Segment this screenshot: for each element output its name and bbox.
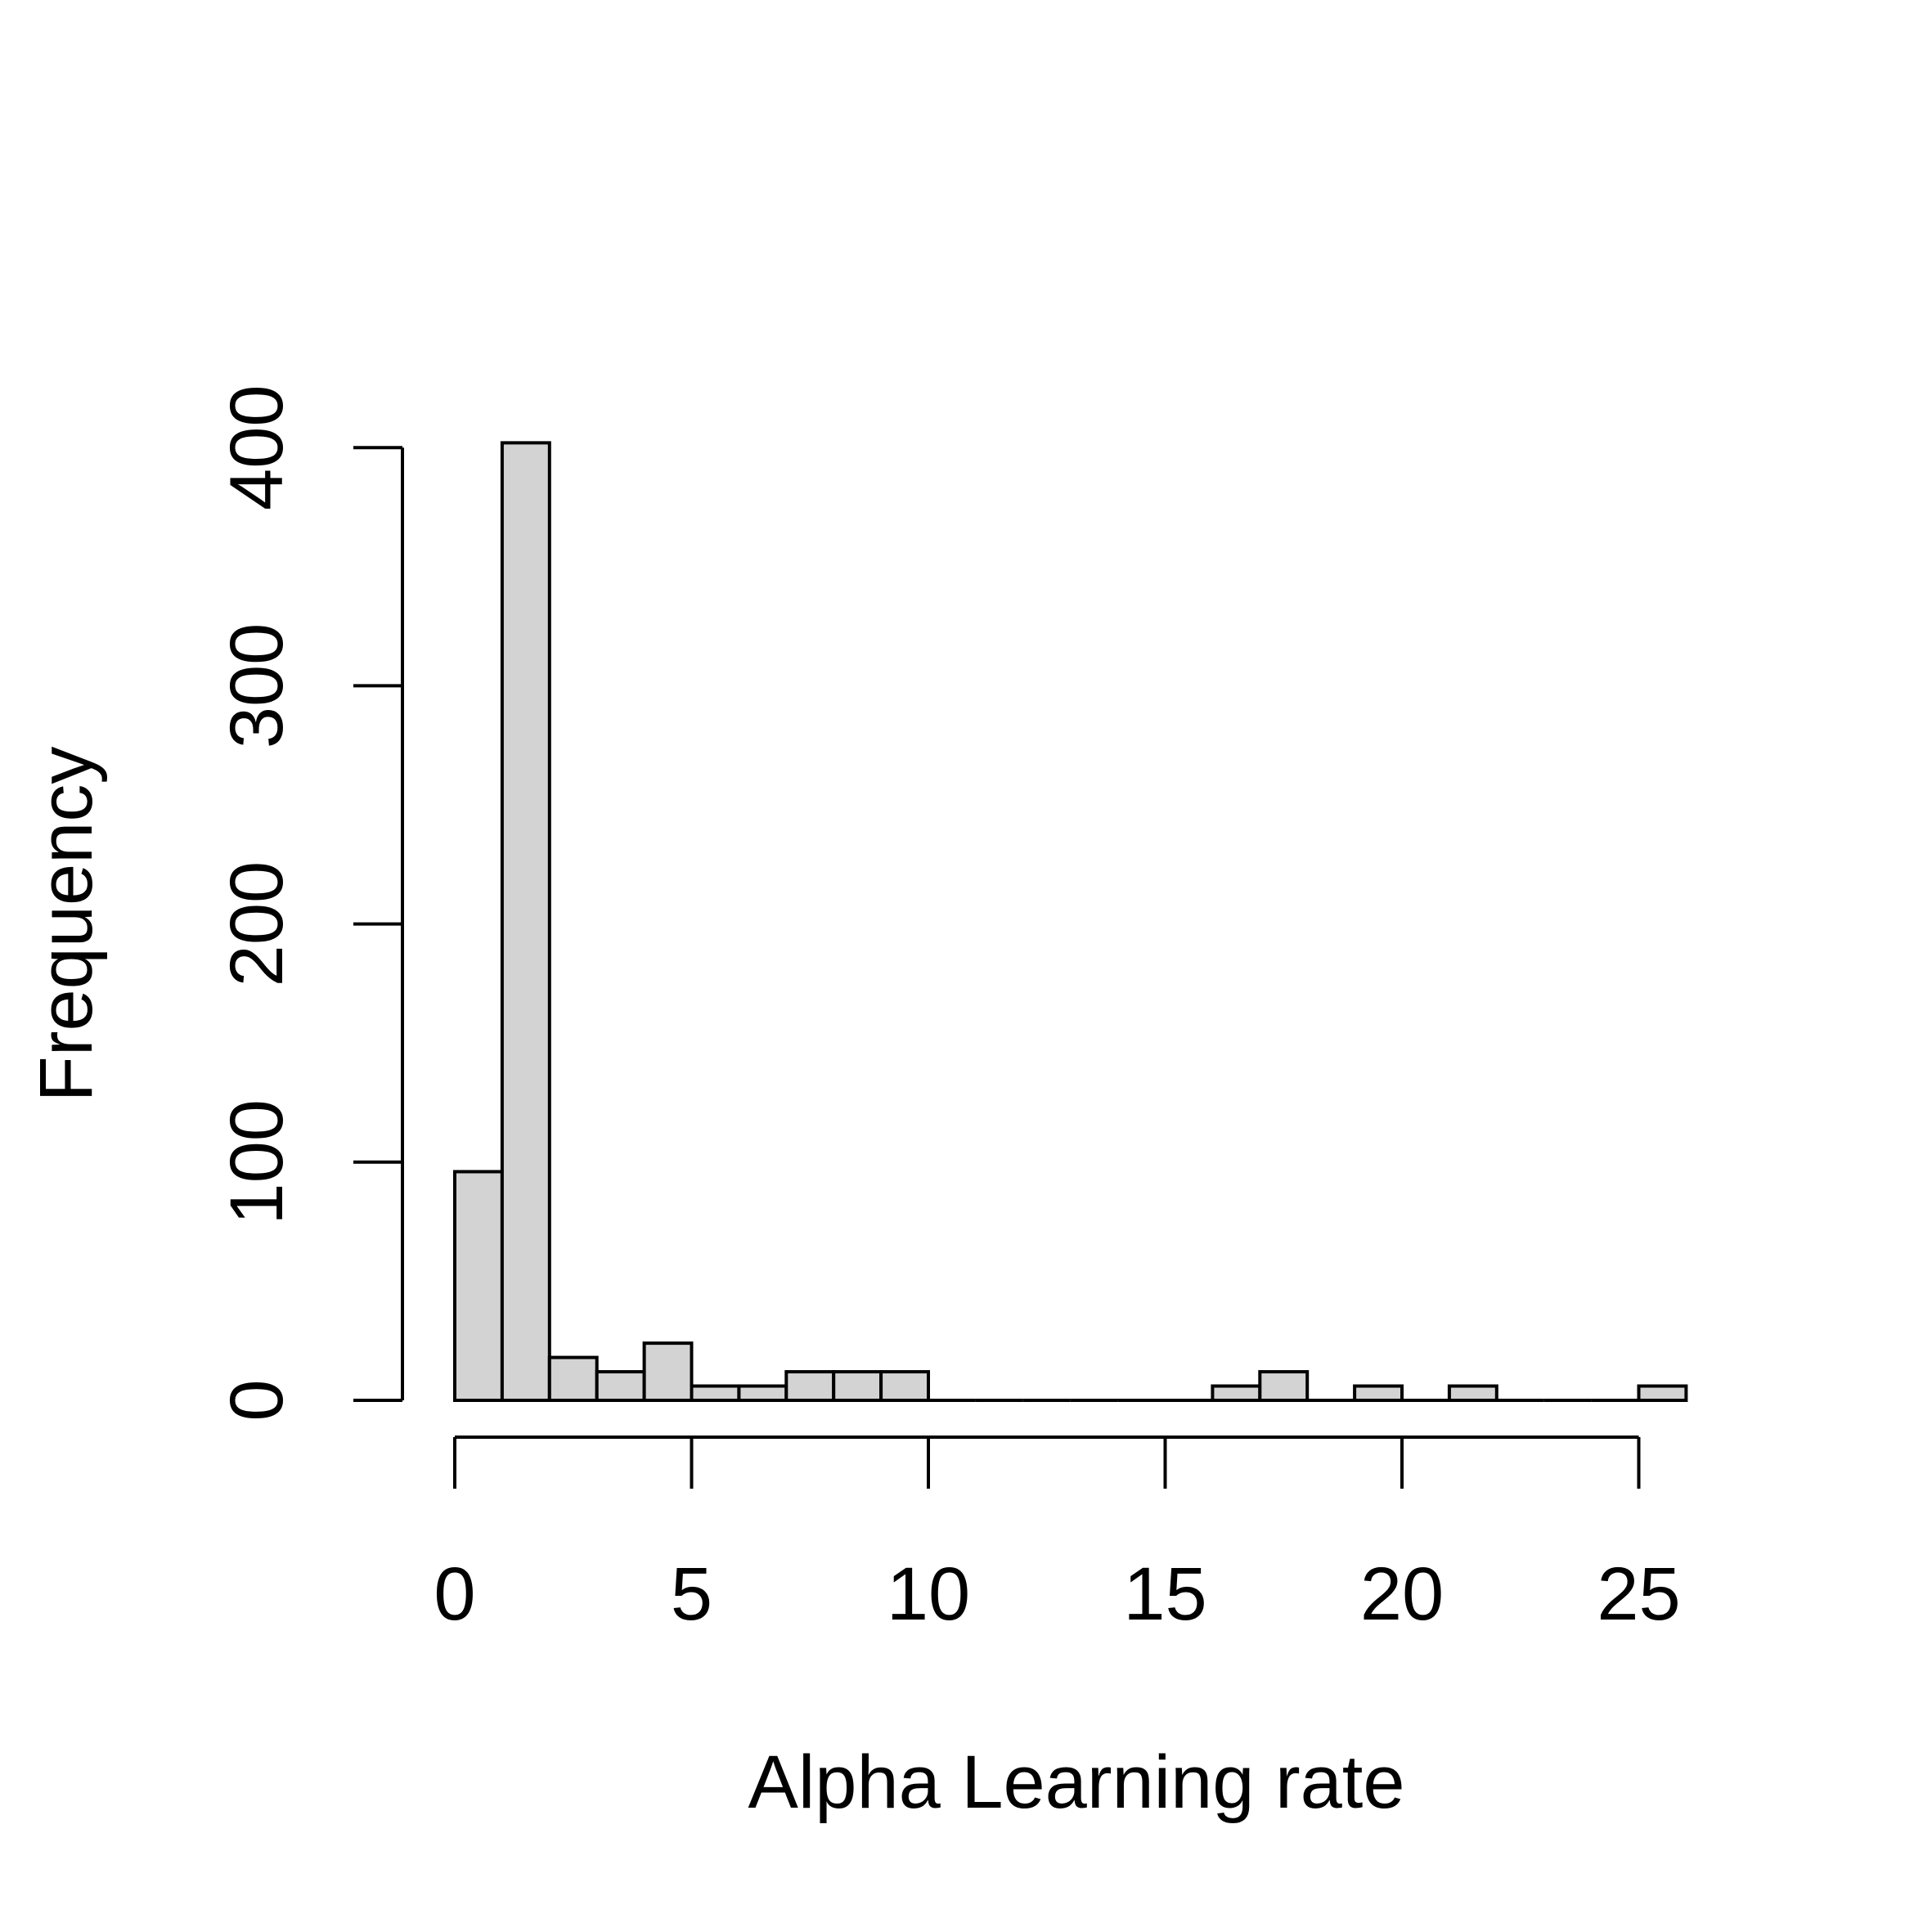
- histogram-bar: [1637, 1384, 1688, 1402]
- x-tick-label: 15: [1123, 1552, 1206, 1636]
- histogram-bar: [690, 1384, 741, 1402]
- histogram-bar: [1447, 1384, 1498, 1402]
- histogram-bar: [453, 1170, 504, 1402]
- x-tick-label: 5: [671, 1552, 712, 1636]
- y-axis-title: Frequency: [25, 747, 108, 1103]
- x-tick-label: 0: [434, 1552, 475, 1636]
- x-axis-title: Alpha Learning rate: [748, 1741, 1404, 1824]
- y-tick-label: 100: [215, 1099, 299, 1225]
- histogram-bar: [832, 1370, 883, 1403]
- histogram-bar: [547, 1355, 599, 1402]
- histogram-bar: [737, 1384, 789, 1402]
- histogram-bar: [595, 1370, 646, 1403]
- bars-layer: [453, 441, 1688, 1403]
- y-tick-label: 200: [215, 861, 299, 987]
- x-tick-label: 10: [887, 1552, 970, 1636]
- histogram-bar: [1258, 1370, 1310, 1403]
- y-tick-label: 0: [215, 1379, 299, 1421]
- histogram-bar: [879, 1370, 930, 1403]
- y-tick-label: 300: [215, 623, 299, 749]
- histogram-bar: [784, 1370, 836, 1403]
- histogram-bar: [1353, 1384, 1404, 1402]
- y-axis: 0 100 200 300 400: [215, 384, 404, 1422]
- x-tick-label: 20: [1360, 1552, 1444, 1636]
- x-axis: 0 5 10 15 20 25: [434, 1436, 1681, 1636]
- histogram-bar: [1211, 1384, 1262, 1402]
- histogram-bar: [642, 1341, 694, 1403]
- histogram-bar: [500, 441, 551, 1402]
- y-tick-label: 400: [215, 384, 299, 510]
- x-tick-label: 25: [1597, 1552, 1680, 1636]
